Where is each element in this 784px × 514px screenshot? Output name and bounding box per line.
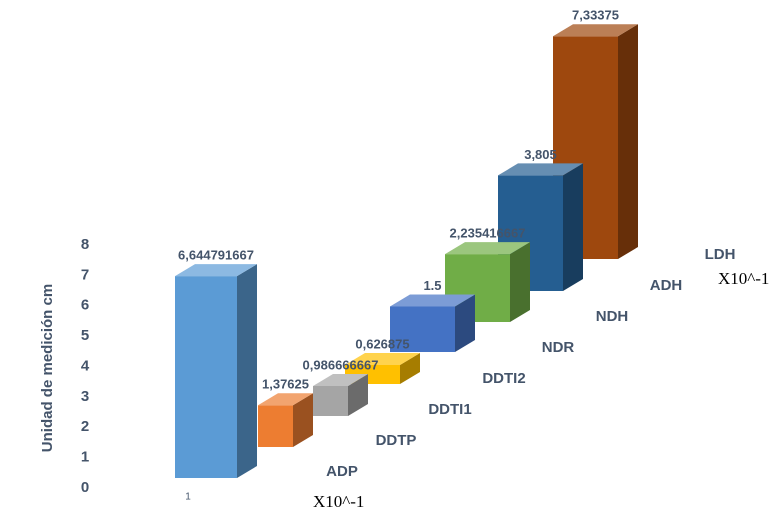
data-label: 1.5	[423, 278, 441, 293]
bar-side	[510, 242, 530, 322]
bar-top	[553, 24, 638, 37]
bar	[175, 264, 257, 478]
depth-label: ADH	[650, 277, 683, 294]
y-tick-label: 0	[81, 479, 89, 496]
bar	[258, 393, 313, 447]
data-label: 1,37625	[262, 377, 309, 392]
bar-side	[237, 264, 257, 478]
depth-label: LDH	[705, 246, 736, 263]
bar-side	[563, 163, 583, 291]
bar-side	[618, 24, 638, 260]
y-tick-label: 5	[81, 327, 89, 344]
data-label: 3,805	[524, 147, 557, 162]
bar-top	[258, 393, 313, 406]
depth-label: DDTI2	[482, 370, 525, 387]
bar-side	[400, 352, 420, 384]
bar	[313, 374, 368, 416]
annotation: X10^-1	[313, 492, 364, 511]
bar	[390, 294, 475, 352]
depth-label: NDH	[596, 308, 629, 325]
depth-label: DDTP	[376, 432, 417, 449]
bar-front	[175, 276, 237, 478]
bar-top	[498, 163, 583, 176]
bar-front	[313, 386, 348, 416]
data-label: 0,986666667	[303, 357, 379, 372]
bar-front	[390, 306, 455, 352]
bar-side	[293, 393, 313, 447]
annotation: X10^-1	[718, 269, 769, 288]
bar-top	[445, 242, 530, 255]
y-tick-label: 4	[81, 357, 90, 374]
data-label: 2,235416667	[450, 226, 526, 241]
x-tick-label: 1	[185, 492, 191, 503]
bar-side	[455, 294, 475, 352]
bar-top	[345, 352, 420, 365]
y-tick-label: 3	[81, 388, 89, 405]
data-label: 7,33375	[572, 8, 619, 23]
y-tick-label: 6	[81, 297, 89, 314]
bar-side	[348, 374, 368, 416]
bar-front	[258, 405, 293, 447]
data-label: 0,626875	[355, 336, 409, 351]
depth-label: NDR	[542, 339, 575, 356]
y-tick-label: 8	[81, 236, 89, 253]
bar-top	[313, 374, 368, 387]
y-tick-label: 7	[81, 266, 89, 283]
bar	[345, 352, 420, 384]
depth-label: ADP	[326, 463, 358, 480]
y-tick-label: 2	[81, 418, 89, 435]
bar-top	[175, 264, 257, 277]
depth-label: DDTI1	[428, 401, 471, 418]
data-label: 6,644791667	[178, 248, 254, 263]
y-tick-label: 1	[81, 449, 89, 466]
y-axis-label: Unidad de medición cm	[39, 284, 56, 452]
bar-top	[390, 294, 475, 307]
